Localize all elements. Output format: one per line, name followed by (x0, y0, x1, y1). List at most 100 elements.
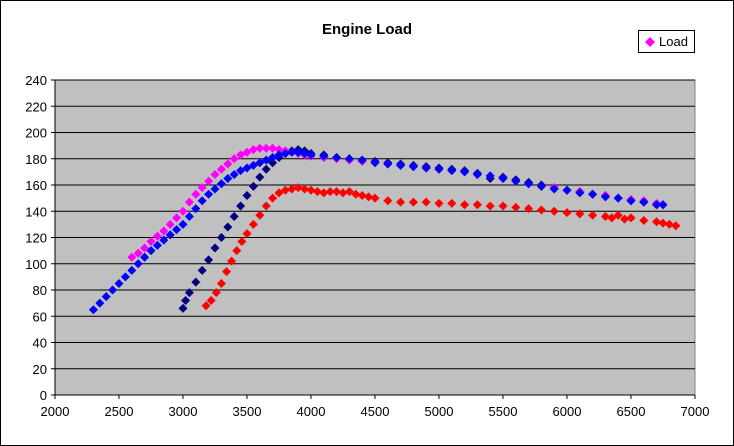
y-tick-label: 160 (25, 178, 47, 193)
data-point (242, 163, 252, 173)
data-point (178, 219, 188, 229)
data-point (600, 192, 610, 202)
data-point (261, 201, 271, 211)
data-point (344, 187, 354, 197)
data-point (434, 164, 444, 174)
data-point (140, 243, 150, 253)
legend-diamond-icon (645, 36, 655, 47)
x-tick-label: 2000 (41, 404, 70, 419)
data-point (197, 196, 207, 206)
data-point (204, 176, 214, 186)
data-point (626, 196, 636, 206)
data-point (159, 235, 169, 245)
data-point (255, 143, 265, 153)
data-point (184, 212, 194, 221)
data-point (204, 189, 214, 199)
data-point (229, 170, 239, 179)
data-point (408, 197, 418, 207)
data-point (236, 166, 246, 176)
data-point (236, 201, 246, 211)
data-point (613, 193, 623, 203)
x-tick-label: 3000 (169, 404, 198, 419)
y-tick-label: 120 (25, 231, 47, 246)
data-point (524, 179, 534, 189)
data-point (242, 147, 252, 157)
data-point (159, 226, 169, 236)
data-point (95, 298, 105, 308)
data-point (108, 285, 118, 295)
data-point (626, 213, 636, 223)
legend: Load (638, 30, 695, 53)
data-point (237, 236, 247, 246)
data-point (268, 143, 278, 153)
data-point (312, 187, 322, 197)
x-tick-label: 2500 (105, 404, 134, 419)
data-point (383, 196, 393, 206)
data-point (229, 212, 239, 221)
data-point (216, 278, 226, 288)
data-point (447, 166, 457, 176)
data-point (127, 252, 137, 262)
data-point (332, 187, 342, 197)
data-point (498, 173, 508, 183)
data-point (274, 188, 284, 198)
data-point (613, 210, 623, 220)
data-point (191, 277, 201, 287)
data-point (184, 197, 194, 207)
data-point (197, 183, 207, 193)
data-point (248, 145, 258, 155)
data-point (236, 150, 246, 160)
data-point (287, 147, 297, 157)
data-point (140, 252, 150, 262)
data-point (248, 181, 258, 191)
data-point (562, 208, 572, 218)
data-point (658, 200, 668, 210)
y-tick-label: 80 (33, 283, 47, 298)
data-point (216, 233, 226, 242)
data-point (206, 296, 216, 305)
data-point (184, 288, 194, 298)
data-point (172, 225, 182, 235)
data-point (223, 159, 233, 169)
data-point (172, 213, 182, 223)
data-point (293, 147, 303, 157)
data-point (460, 167, 470, 177)
data-point (178, 206, 188, 216)
data-point (293, 183, 303, 193)
data-point (242, 191, 252, 200)
data-point (133, 248, 143, 258)
data-point (261, 164, 271, 174)
data-point (114, 278, 124, 288)
y-tick-label: 40 (33, 336, 47, 351)
y-tick-label: 180 (25, 152, 47, 167)
y-tick-label: 100 (25, 257, 47, 272)
data-point (588, 210, 598, 220)
data-point (434, 198, 444, 208)
series-1 (88, 147, 668, 315)
data-point (396, 197, 406, 207)
data-point (344, 154, 354, 164)
data-point (364, 192, 374, 202)
data-point (575, 188, 585, 198)
x-tick-label: 5500 (489, 404, 518, 419)
data-point (223, 222, 233, 232)
data-point (652, 200, 662, 210)
data-point (620, 214, 630, 224)
data-point (639, 197, 649, 207)
x-tick-label: 7000 (681, 404, 710, 419)
data-point (319, 151, 329, 161)
data-point (268, 193, 278, 203)
data-point (396, 160, 406, 170)
data-point (165, 230, 175, 240)
data-point (472, 170, 482, 179)
data-point (201, 301, 211, 311)
data-point (658, 218, 668, 228)
series-markers (88, 143, 681, 315)
data-point (383, 159, 393, 169)
data-point (261, 143, 271, 153)
data-point (447, 198, 457, 208)
data-point (421, 163, 431, 173)
data-point (472, 200, 482, 210)
x-tick-label: 5000 (425, 404, 454, 419)
data-point (197, 265, 207, 275)
